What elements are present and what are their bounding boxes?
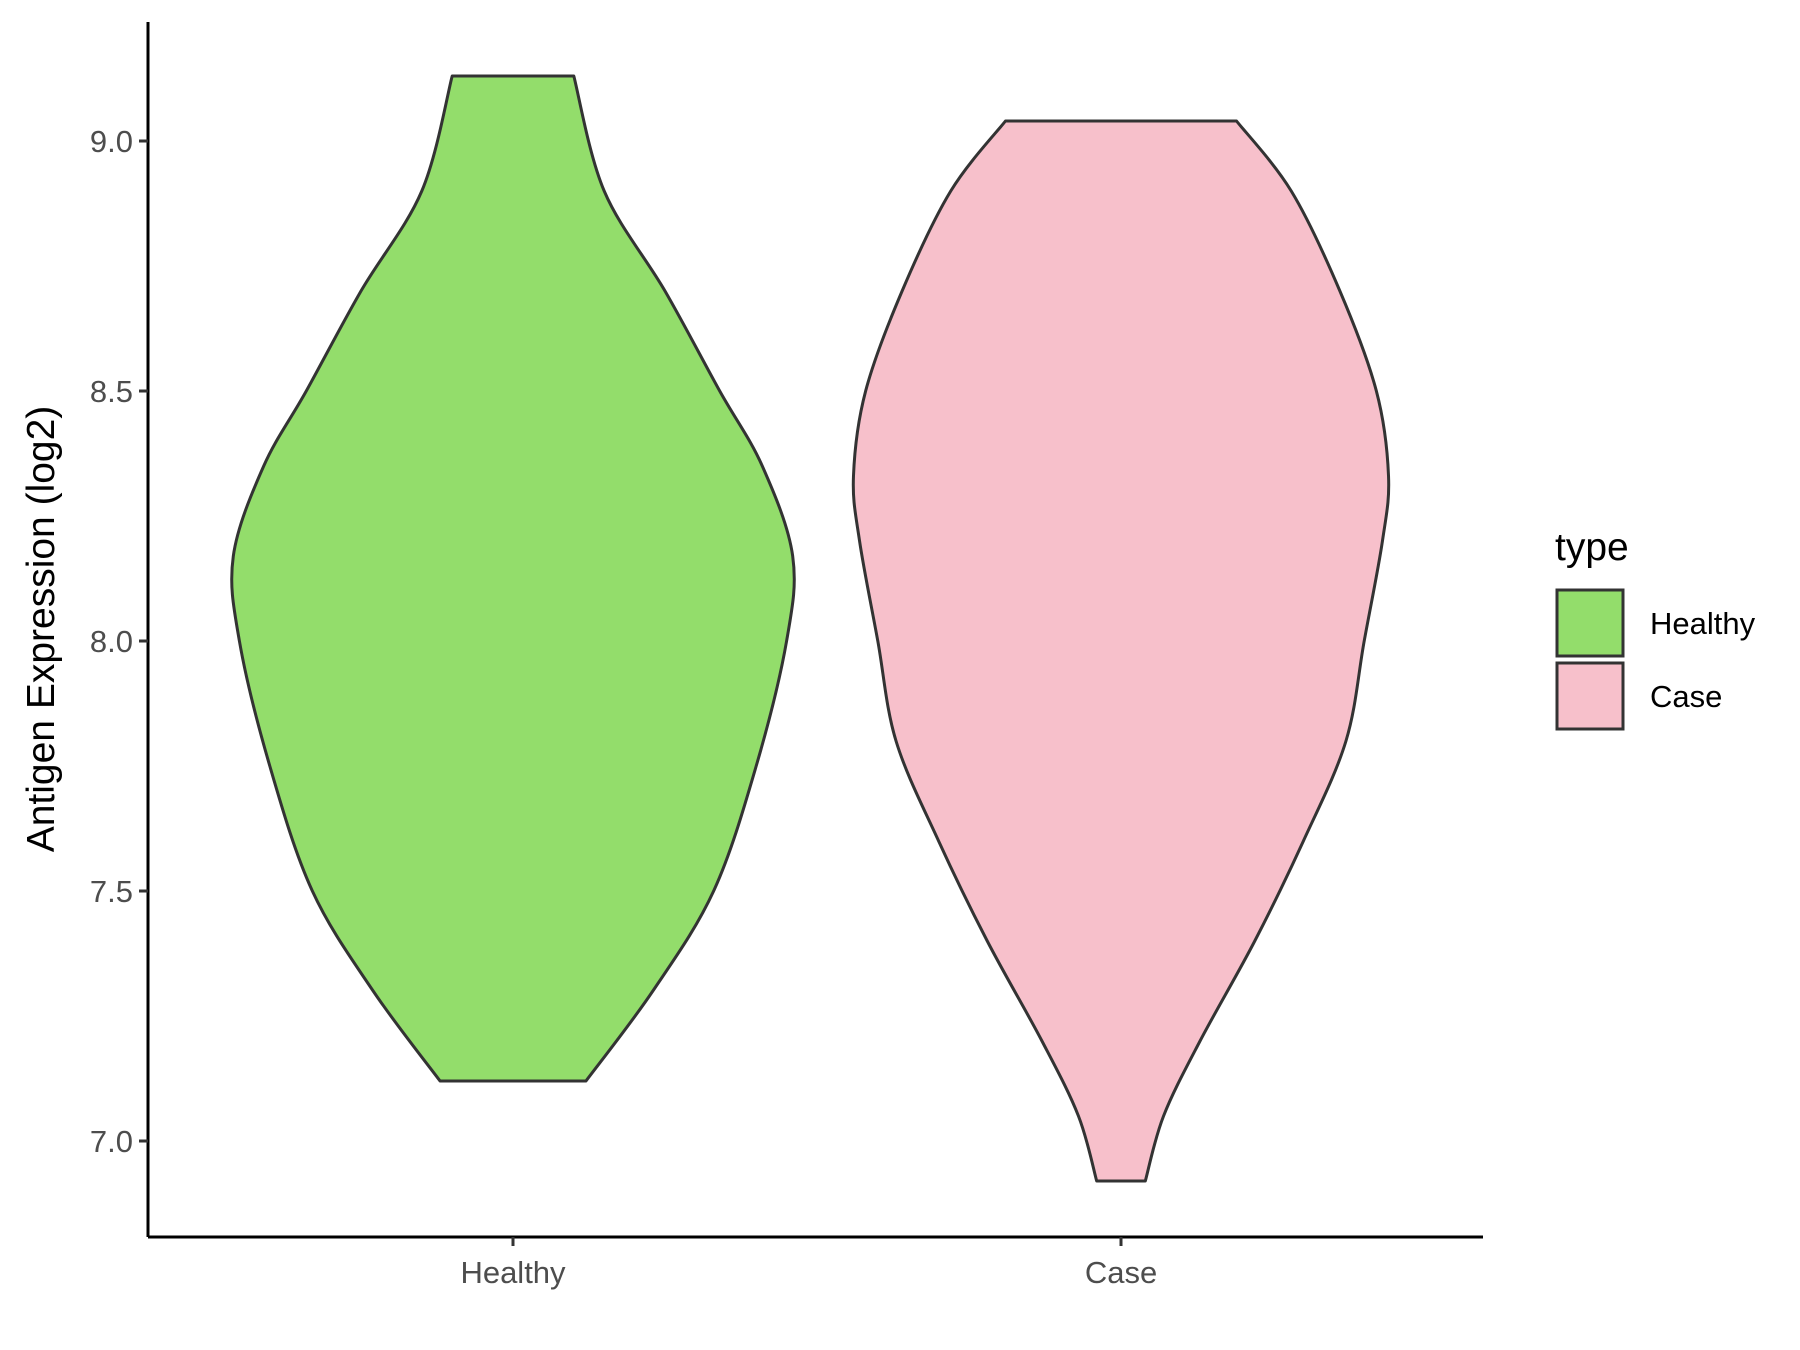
x-tick-label: Case — [1085, 1255, 1157, 1290]
legend: type Healthy Case — [1555, 526, 1756, 731]
legend-label-case: Case — [1650, 679, 1722, 714]
y-tick-label: 8.0 — [90, 624, 133, 659]
x-axis-ticks: Healthy Case — [460, 1237, 1157, 1290]
y-tick-label: 9.0 — [90, 124, 133, 159]
y-tick-label: 7.0 — [90, 1124, 133, 1159]
y-axis-title: Antigen Expression (log2) — [20, 406, 63, 853]
legend-entries: Healthy Case — [1555, 588, 1756, 731]
violin-healthy — [230, 74, 796, 1083]
legend-swatch-healthy — [1555, 588, 1625, 658]
x-tick-label: Healthy — [460, 1255, 566, 1290]
y-tick-label: 8.5 — [90, 374, 133, 409]
y-tick-label: 7.5 — [90, 874, 133, 909]
legend-swatch-case — [1555, 661, 1625, 731]
y-axis-ticks: 7.0 7.5 8.0 8.5 9.0 — [90, 124, 148, 1159]
violin-case — [851, 119, 1391, 1183]
legend-title: type — [1555, 526, 1629, 569]
legend-label-healthy: Healthy — [1650, 606, 1756, 641]
violin-layer — [230, 74, 1391, 1183]
